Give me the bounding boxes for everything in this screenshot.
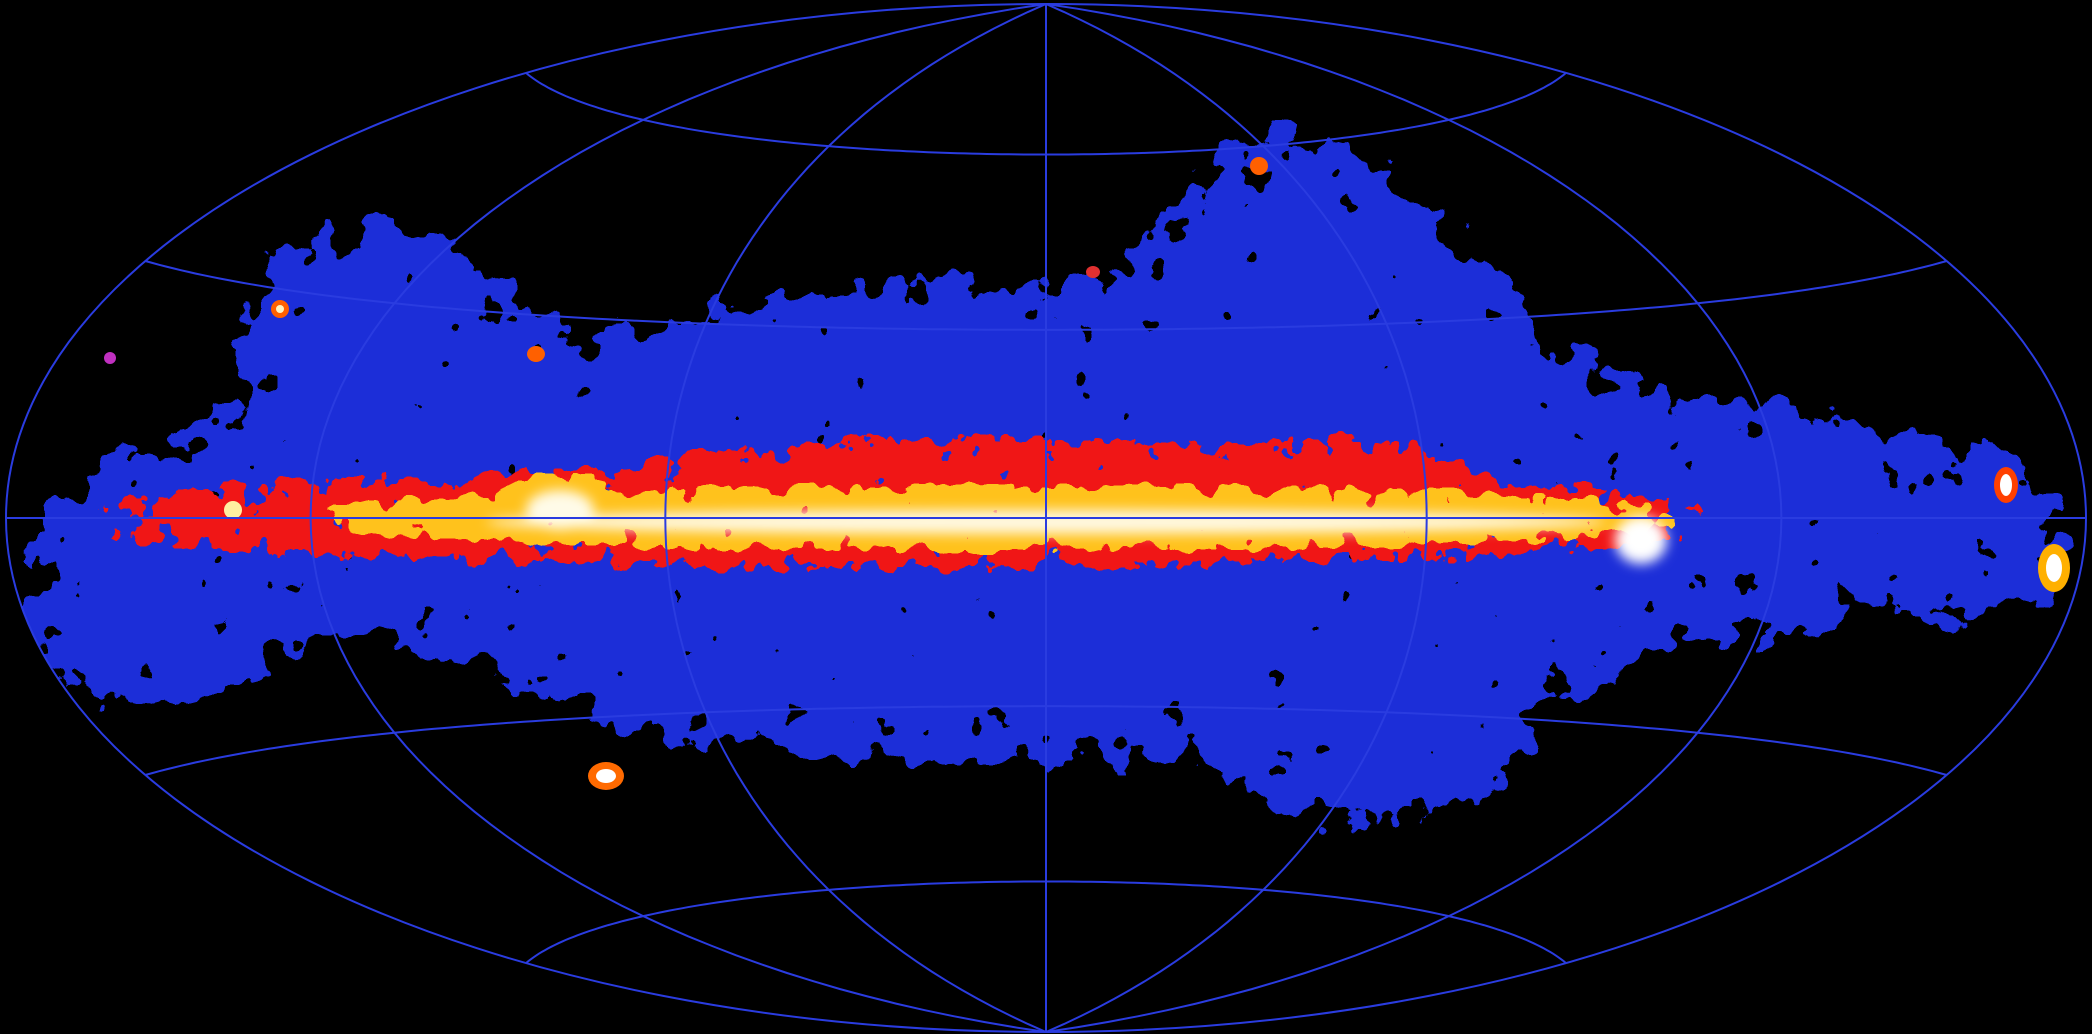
emission — [20, 140, 2070, 820]
parallel — [145, 705, 1947, 776]
coordinate-grid — [5, 3, 2087, 1033]
parallel — [525, 72, 1567, 156]
parallel — [525, 880, 1567, 964]
parallel — [145, 260, 1947, 331]
point-sources — [104, 157, 2070, 790]
